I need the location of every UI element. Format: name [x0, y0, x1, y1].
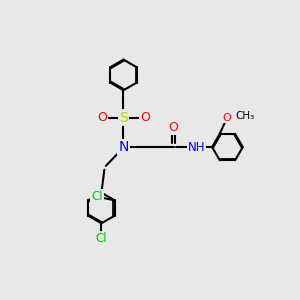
Text: Cl: Cl [96, 232, 107, 245]
Text: O: O [98, 111, 107, 124]
Text: O: O [169, 121, 178, 134]
Text: O: O [140, 111, 150, 124]
Text: Cl: Cl [91, 190, 103, 203]
Text: NH: NH [188, 141, 205, 154]
Text: N: N [118, 140, 129, 154]
Text: S: S [119, 111, 128, 124]
Text: O: O [222, 112, 231, 123]
Text: CH₃: CH₃ [236, 111, 255, 121]
